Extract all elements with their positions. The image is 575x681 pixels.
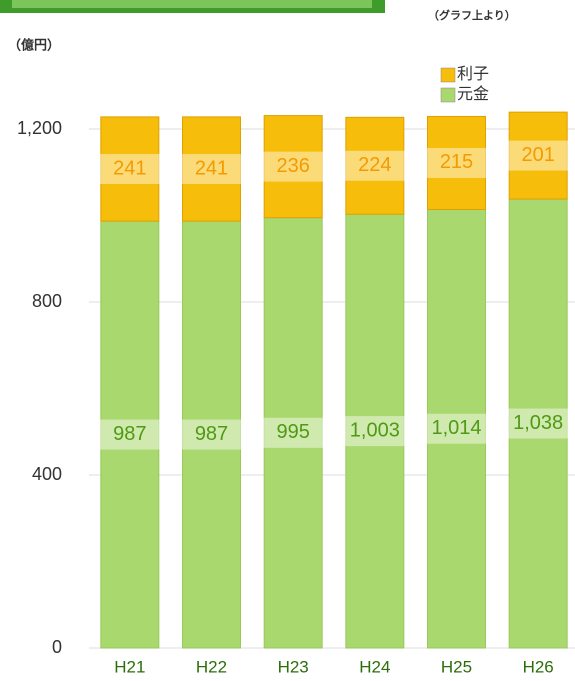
data-label: 1,038 [513,412,563,434]
y-tick-label: 0 [52,637,62,657]
label-bg [261,417,326,448]
data-label: 1,014 [431,417,481,439]
bar-segment [427,115,486,210]
bar-segment [182,220,241,649]
data-label: 224 [358,154,391,176]
label-bg [179,419,244,450]
y-tick-label: 400 [32,464,62,484]
y-tick-label: 800 [32,291,62,311]
data-label: 241 [113,157,146,179]
data-label: 987 [113,423,146,445]
unit-label: （億円） [8,37,60,52]
bar-segment [345,213,405,649]
label-bg [506,140,571,171]
data-label: 241 [195,157,228,179]
label-bg [342,416,407,447]
data-label: 201 [521,144,554,166]
bar-segment [100,220,160,649]
label-bg [424,413,489,444]
bar-segment [182,116,241,222]
bar-segment [508,198,568,649]
bar-segment [100,116,160,222]
label-bg [424,147,489,178]
bar-segment [263,115,323,219]
x-tick-label: H24 [359,657,390,676]
label-bg [342,150,407,181]
data-label: 1,003 [350,419,400,441]
label-bg [261,151,326,182]
data-label: 236 [276,155,309,177]
data-label: 995 [276,421,309,443]
legend-swatch [440,87,456,103]
banner-inner [12,0,372,8]
y-tick-label: 1,200 [17,118,62,138]
data-label: 987 [195,423,228,445]
label-bg [97,419,162,450]
label-bg [179,154,244,185]
note: （グラフ上より） [428,8,516,22]
legend-label: 利子 [457,65,489,83]
x-tick-label: H21 [114,657,145,676]
bar-segment [345,116,405,215]
bar-segment [508,111,568,200]
x-tick-label: H26 [523,657,554,676]
data-label: 215 [440,151,473,173]
x-tick-label: H25 [441,657,472,676]
x-tick-label: H22 [196,657,227,676]
legend-label: 元金 [457,85,489,103]
legend-swatch [440,67,456,83]
label-bg [506,408,571,439]
x-tick-label: H23 [278,657,309,676]
label-bg [97,154,162,185]
